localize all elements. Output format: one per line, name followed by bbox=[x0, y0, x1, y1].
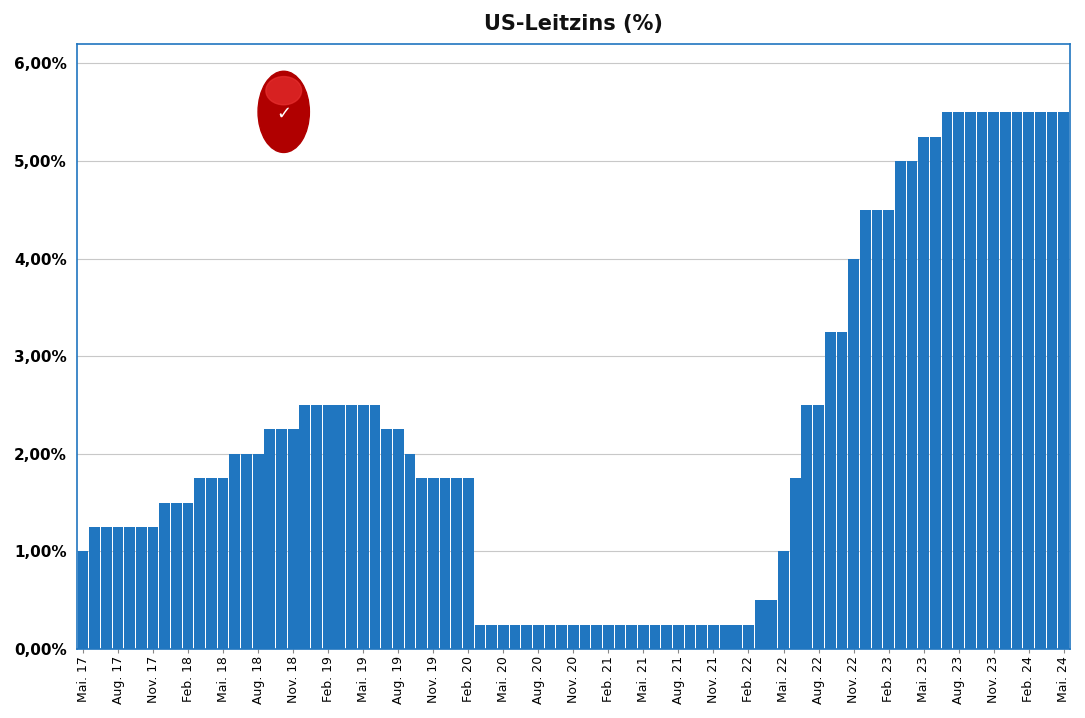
Bar bbox=[288, 429, 298, 649]
Bar bbox=[837, 332, 847, 649]
Bar bbox=[89, 527, 100, 649]
Bar bbox=[323, 405, 333, 649]
Bar bbox=[557, 625, 567, 649]
Bar bbox=[719, 625, 730, 649]
Bar bbox=[743, 625, 754, 649]
Bar bbox=[709, 625, 719, 649]
Bar bbox=[358, 405, 369, 649]
Bar bbox=[603, 625, 614, 649]
Bar bbox=[790, 478, 801, 649]
Bar bbox=[136, 527, 146, 649]
Bar bbox=[370, 405, 380, 649]
Bar bbox=[871, 210, 882, 649]
Bar bbox=[521, 625, 532, 649]
Bar bbox=[766, 600, 777, 649]
Circle shape bbox=[256, 67, 311, 156]
Bar bbox=[1047, 112, 1058, 649]
Bar bbox=[1058, 112, 1069, 649]
Bar bbox=[778, 551, 789, 649]
Bar bbox=[615, 625, 625, 649]
Title: US-Leitzins (%): US-Leitzins (%) bbox=[484, 14, 663, 34]
Bar bbox=[848, 258, 859, 649]
Text: unabhängig • strategisch • treffsicher: unabhängig • strategisch • treffsicher bbox=[166, 70, 340, 79]
Bar bbox=[486, 625, 497, 649]
Bar bbox=[860, 210, 870, 649]
Bar bbox=[638, 625, 649, 649]
Bar bbox=[498, 625, 509, 649]
Bar bbox=[1000, 112, 1011, 649]
Bar bbox=[299, 405, 310, 649]
Bar bbox=[381, 429, 392, 649]
Bar bbox=[417, 478, 427, 649]
Bar bbox=[78, 551, 88, 649]
Bar bbox=[463, 478, 474, 649]
Bar bbox=[895, 161, 906, 649]
Bar bbox=[813, 405, 824, 649]
Bar bbox=[194, 478, 205, 649]
Bar bbox=[685, 625, 695, 649]
Bar bbox=[265, 429, 276, 649]
Bar bbox=[159, 503, 170, 649]
Bar bbox=[697, 625, 707, 649]
Bar bbox=[918, 136, 929, 649]
Bar bbox=[451, 478, 462, 649]
Bar bbox=[673, 625, 684, 649]
Bar bbox=[930, 136, 941, 649]
Bar bbox=[802, 405, 813, 649]
Bar bbox=[988, 112, 999, 649]
Bar bbox=[1023, 112, 1034, 649]
Bar bbox=[218, 478, 229, 649]
Bar bbox=[101, 527, 112, 649]
Bar bbox=[1035, 112, 1046, 649]
Bar bbox=[626, 625, 637, 649]
Bar bbox=[346, 405, 357, 649]
Bar bbox=[533, 625, 544, 649]
Bar bbox=[334, 405, 345, 649]
Bar bbox=[113, 527, 124, 649]
Bar bbox=[954, 112, 963, 649]
Bar bbox=[942, 112, 953, 649]
Bar bbox=[662, 625, 672, 649]
Circle shape bbox=[258, 71, 309, 152]
Bar bbox=[148, 527, 158, 649]
Bar bbox=[474, 625, 485, 649]
Bar bbox=[171, 503, 182, 649]
Ellipse shape bbox=[266, 77, 302, 105]
Bar bbox=[182, 503, 193, 649]
Bar bbox=[755, 600, 766, 649]
Bar bbox=[241, 454, 252, 649]
Bar bbox=[311, 405, 322, 649]
Bar bbox=[976, 112, 987, 649]
Bar bbox=[545, 625, 556, 649]
Bar bbox=[439, 478, 450, 649]
Bar bbox=[883, 210, 894, 649]
Bar bbox=[125, 527, 136, 649]
Bar bbox=[569, 625, 578, 649]
Bar bbox=[510, 625, 521, 649]
Bar bbox=[731, 625, 742, 649]
Bar bbox=[825, 332, 835, 649]
Bar bbox=[965, 112, 975, 649]
Bar bbox=[229, 454, 240, 649]
Bar bbox=[253, 454, 264, 649]
Bar bbox=[591, 625, 602, 649]
Bar bbox=[206, 478, 217, 649]
Bar bbox=[579, 625, 590, 649]
Bar bbox=[393, 429, 404, 649]
Text: ✓: ✓ bbox=[277, 105, 291, 123]
Bar bbox=[405, 454, 416, 649]
Bar bbox=[650, 625, 661, 649]
Bar bbox=[1011, 112, 1022, 649]
Bar bbox=[427, 478, 438, 649]
Bar bbox=[276, 429, 286, 649]
Bar bbox=[907, 161, 917, 649]
